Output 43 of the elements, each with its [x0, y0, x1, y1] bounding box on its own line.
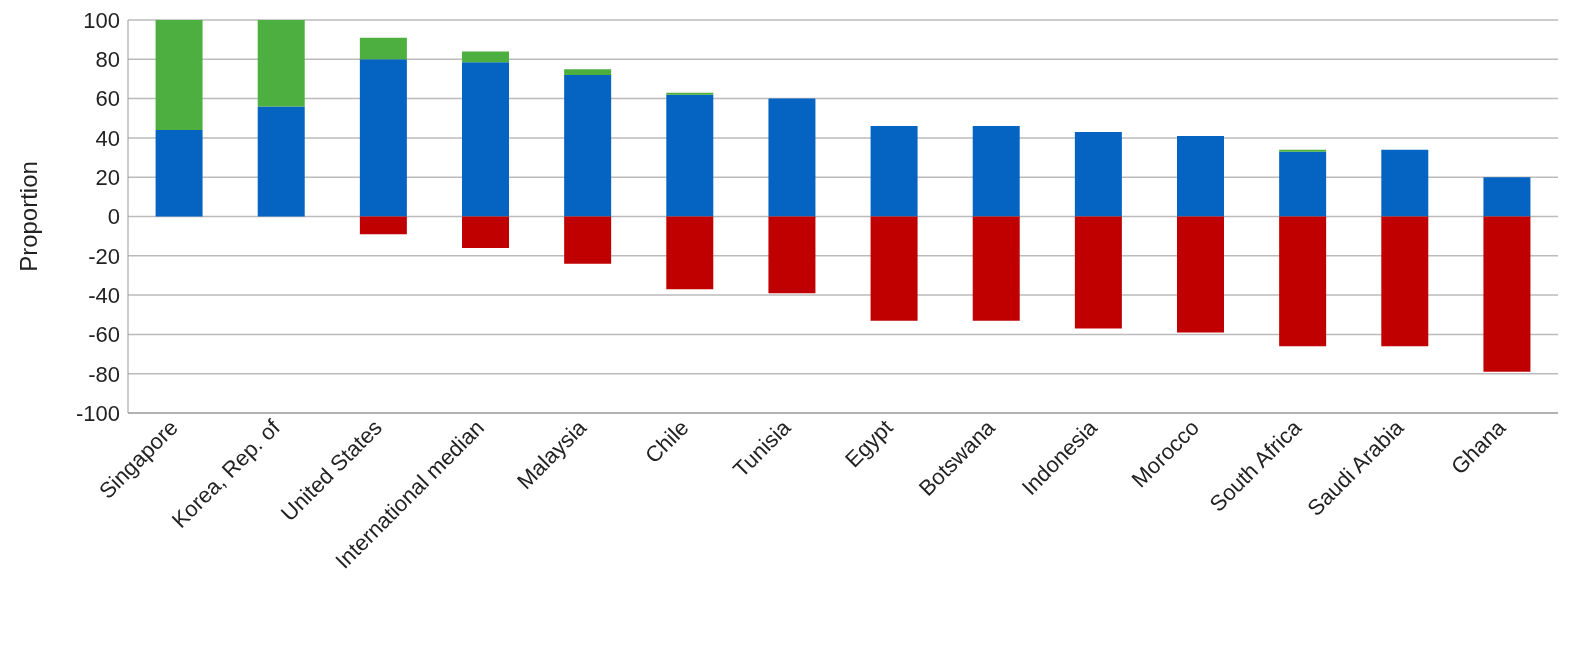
- y-tick-label: 40: [95, 125, 120, 151]
- bar: [1177, 216, 1225, 333]
- bar: [359, 37, 407, 60]
- bar: [972, 216, 1020, 321]
- y-tick-label: -80: [88, 361, 120, 387]
- bar: [462, 51, 510, 63]
- y-tick-label: -100: [75, 400, 120, 426]
- bar: [768, 98, 816, 217]
- bar: [870, 126, 918, 217]
- y-tick-label: -40: [88, 282, 120, 308]
- bar: [155, 130, 203, 217]
- bar: [1483, 177, 1531, 217]
- bar: [564, 75, 612, 217]
- bar: [1279, 151, 1327, 217]
- y-tick-label: 60: [95, 86, 120, 112]
- bar: [666, 94, 714, 217]
- y-tick-label: -20: [88, 243, 120, 269]
- bar: [972, 126, 1020, 217]
- bar: [768, 216, 816, 294]
- bar: [257, 20, 305, 107]
- bar: [359, 216, 407, 235]
- bar: [155, 20, 203, 131]
- bar: [1074, 132, 1122, 217]
- bar: [1381, 216, 1429, 347]
- y-tick-label: -60: [88, 322, 120, 348]
- bar: [462, 216, 510, 248]
- bar: [359, 59, 407, 217]
- bar: [1177, 135, 1225, 217]
- bar: [257, 106, 305, 217]
- y-tick-label: 20: [95, 165, 120, 191]
- y-tick-label: 100: [83, 7, 120, 33]
- bar: [666, 216, 714, 290]
- bar: [462, 62, 510, 217]
- bar: [1483, 216, 1531, 372]
- bar: [1279, 216, 1327, 347]
- y-tick-label: 0: [107, 204, 120, 230]
- bar: [1381, 149, 1429, 217]
- y-tick-label: 80: [95, 47, 120, 73]
- bar: [1074, 216, 1122, 329]
- bar: [870, 216, 918, 321]
- y-axis-title: Proportion: [14, 161, 42, 272]
- bar: [564, 69, 612, 76]
- bar: [564, 216, 612, 264]
